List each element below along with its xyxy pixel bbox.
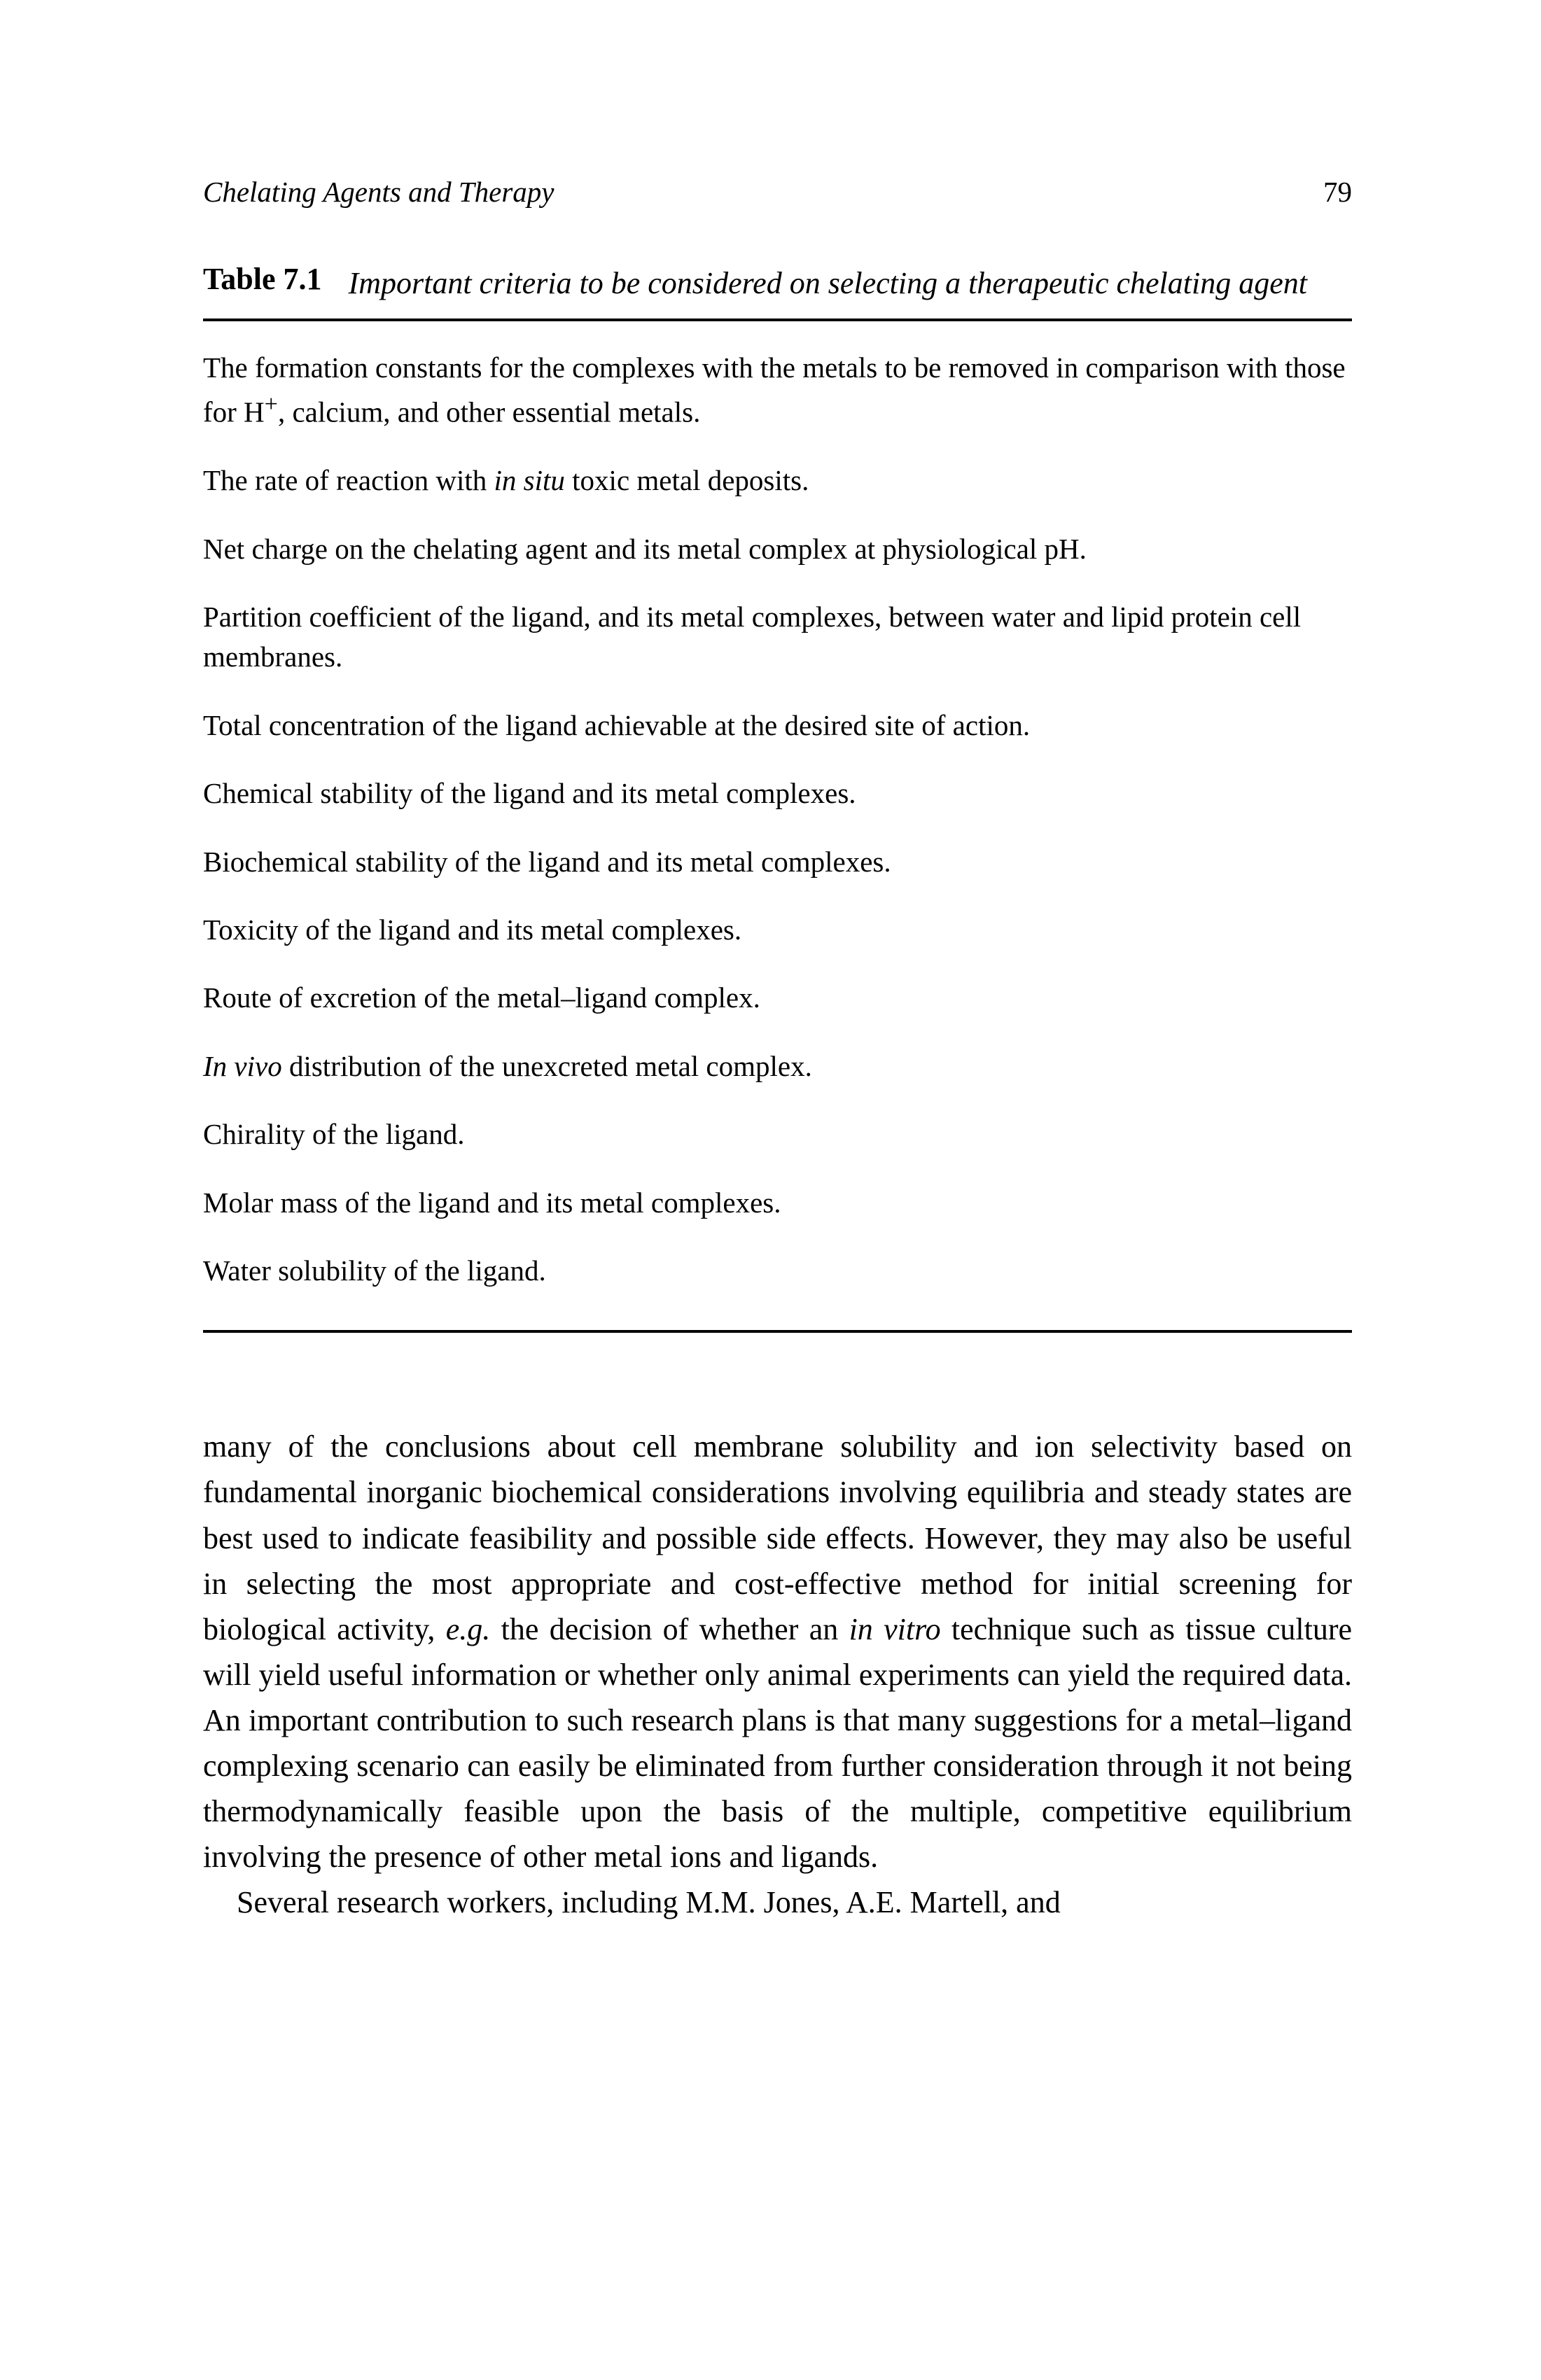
body-text: many of the conclusions about cell membr… — [203, 1424, 1352, 1925]
criterion-row: Net charge on the chelating agent and it… — [203, 529, 1352, 569]
criterion-row: Partition coefficient of the ligand, and… — [203, 597, 1352, 678]
criterion-row: Biochemical stability of the ligand and … — [203, 842, 1352, 882]
paragraph: many of the conclusions about cell membr… — [203, 1424, 1352, 1879]
criterion-row: In vivo distribution of the unexcreted m… — [203, 1046, 1352, 1086]
running-title: Chelating Agents and Therapy — [203, 175, 554, 209]
criterion-row: Route of excretion of the metal–ligand c… — [203, 978, 1352, 1018]
criterion-row: The formation constants for the complexe… — [203, 348, 1352, 433]
criteria-list: The formation constants for the complexe… — [203, 321, 1352, 1318]
paragraph: Several research workers, including M.M.… — [203, 1879, 1352, 1925]
table-header: Table 7.1 Important criteria to be consi… — [203, 261, 1352, 306]
criterion-row: Total concentration of the ligand achiev… — [203, 706, 1352, 746]
criterion-row: Toxicity of the ligand and its metal com… — [203, 910, 1352, 950]
criterion-row: Molar mass of the ligand and its metal c… — [203, 1183, 1352, 1223]
criterion-row: The rate of reaction with in situ toxic … — [203, 461, 1352, 500]
criterion-row: Chirality of the ligand. — [203, 1114, 1352, 1154]
table-bottom-rule — [203, 1330, 1352, 1333]
table-title: Important criteria to be considered on s… — [349, 261, 1307, 306]
page: Chelating Agents and Therapy 79 Table 7.… — [0, 0, 1541, 2380]
page-number: 79 — [1323, 175, 1352, 209]
criterion-row: Water solubility of the ligand. — [203, 1251, 1352, 1291]
criterion-row: Chemical stability of the ligand and its… — [203, 774, 1352, 813]
table-label: Table 7.1 — [203, 261, 322, 297]
running-header: Chelating Agents and Therapy 79 — [203, 175, 1352, 209]
